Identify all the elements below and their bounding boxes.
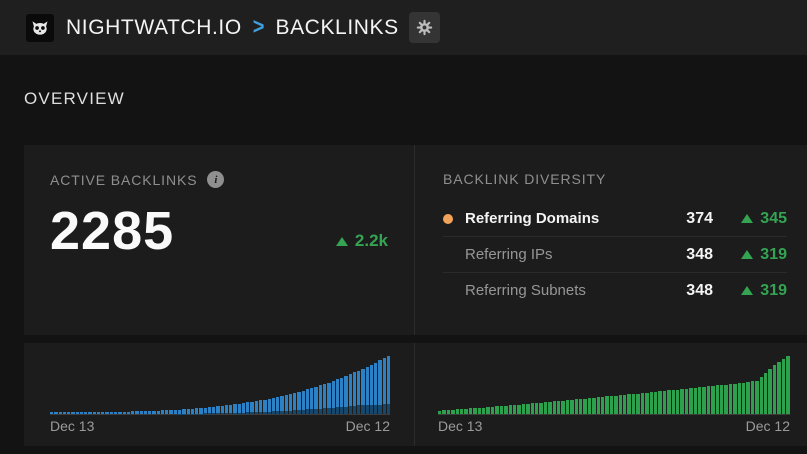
row-label: Referring Subnets [465,282,586,299]
active-backlinks-value: 2285 [50,201,175,261]
change-value: 2.2k [354,231,388,250]
overview-cards: ACTIVE BACKLINKS i 2285 2.2k BACKLINK DI… [24,145,807,446]
x-axis-labels: Dec 13 Dec 12 [438,418,790,434]
diversity-row-referring-ips[interactable]: Referring IPs 348 319 [443,236,787,272]
gear-icon [416,19,432,36]
row-change: 319 [713,246,787,264]
page-title: OVERVIEW [24,89,125,108]
active-backlinks-chart-card: Dec 13 Dec 12 [24,343,415,446]
active-backlinks-bar-chart[interactable] [50,356,391,415]
owl-icon [32,20,48,35]
row-value: 348 [686,245,713,263]
row-value: 348 [686,281,713,299]
active-backlinks-change: 2.2k [335,231,388,258]
breadcrumb-brand[interactable]: NIGHTWATCH.IO [66,15,242,39]
change-value: 319 [760,281,787,299]
top-bar: NIGHTWATCH.IO > BACKLINKS [0,0,807,55]
active-backlinks-label: ACTIVE BACKLINKS [50,171,198,188]
x-start-label: Dec 13 [438,418,483,434]
series-dot-placeholder [443,250,453,260]
series-dot-icon [443,213,453,224]
row-change: 345 [713,210,787,228]
active-backlinks-card: ACTIVE BACKLINKS i 2285 2.2k [24,145,415,335]
referring-domains-bar-chart[interactable] [438,356,790,415]
chevron-right-icon: > [252,14,265,40]
change-value: 345 [760,209,787,227]
referring-domains-chart-card: Dec 13 Dec 12 [415,343,807,446]
backlink-diversity-card: BACKLINK DIVERSITY Referring Domains 374… [415,145,807,335]
row-change: 319 [713,282,787,300]
row-label: Referring IPs [465,246,553,263]
settings-button[interactable] [408,12,440,43]
diversity-row-referring-domains[interactable]: Referring Domains 374 345 [443,201,787,236]
triangle-up-icon [741,286,754,295]
x-axis-labels: Dec 13 Dec 12 [50,418,390,434]
row-label: Referring Domains [465,210,600,227]
diversity-list: Referring Domains 374 345 Referring IPs … [443,201,787,308]
triangle-up-icon [741,250,754,259]
triangle-up-icon [741,214,754,223]
diversity-row-referring-subnets[interactable]: Referring Subnets 348 319 [443,272,787,308]
row-value: 374 [686,209,713,227]
nightwatch-logo[interactable] [26,13,54,42]
x-end-label: Dec 12 [345,418,390,434]
series-dot-placeholder [443,286,453,296]
change-value: 319 [760,245,787,263]
triangle-up-icon [335,236,348,246]
x-start-label: Dec 13 [50,418,95,434]
backlink-diversity-label: BACKLINK DIVERSITY [443,171,607,187]
info-icon[interactable]: i [207,171,225,188]
x-end-label: Dec 12 [745,418,790,434]
breadcrumb-page: BACKLINKS [275,15,399,39]
